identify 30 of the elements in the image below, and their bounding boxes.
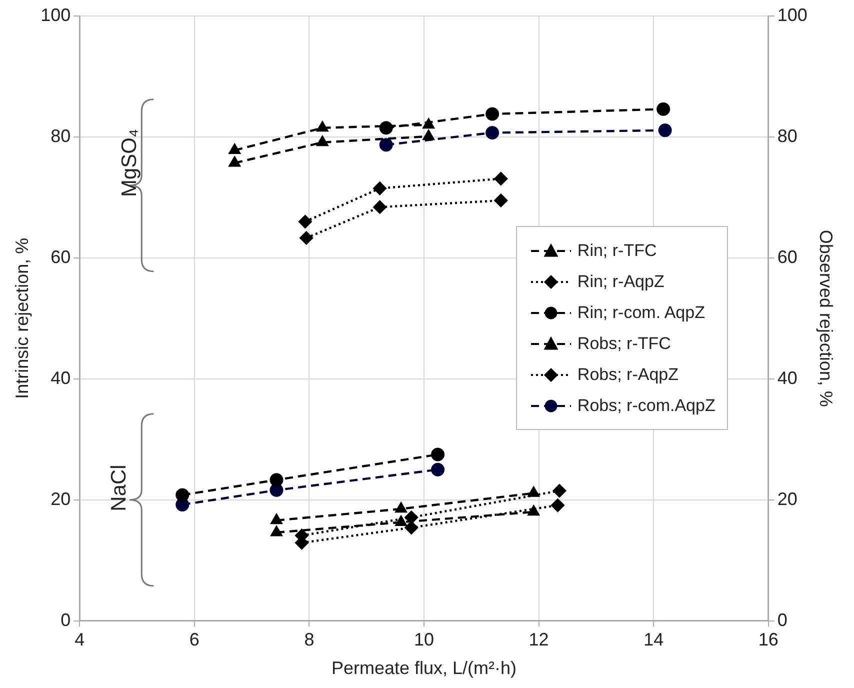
x-tick-label: 6 <box>189 630 200 650</box>
legend-label: Rin; r-TFC <box>577 240 657 261</box>
x-tick-label: 10 <box>414 630 434 650</box>
y-tick-label: 20 <box>50 488 71 509</box>
y-tick-label: 40 <box>50 368 71 388</box>
legend-label: Rin; r-AqpZ <box>577 272 664 292</box>
y-tick-label: 80 <box>50 126 71 146</box>
annotation: MgSO₄ <box>118 129 142 198</box>
y2-tick-label: 20 <box>777 488 798 509</box>
legend-label: Robs; r-AqpZ <box>577 364 679 385</box>
y-tick-label: 100 <box>40 4 71 25</box>
y2-tick-label: 40 <box>777 368 798 388</box>
x-tick-label: 4 <box>74 630 85 650</box>
y-tick-label: 0 <box>60 610 71 630</box>
y2-tick-label: 60 <box>777 246 798 267</box>
y2-tick-label: 80 <box>777 126 798 146</box>
y2-tick-label: 0 <box>777 610 788 630</box>
x-tick-label: 12 <box>528 630 549 650</box>
legend-label: Robs; r-com.AqpZ <box>577 396 716 416</box>
x-axis-title: Permeate flux, L/(m²·h) <box>331 658 517 678</box>
y-axis-title: Intrinsic rejection, % <box>12 238 32 399</box>
legend-label: Rin; r-com. AqpZ <box>577 302 705 323</box>
annotation: NaCl <box>106 465 131 512</box>
y2-tick-label: 100 <box>777 4 808 25</box>
x-tick-label: 16 <box>758 630 778 650</box>
y2-axis-title: Observed rejection, % <box>816 230 836 407</box>
x-tick-label: 14 <box>644 630 664 650</box>
y-tick-label: 60 <box>50 246 71 267</box>
legend-label: Robs; r-TFC <box>577 334 671 354</box>
x-tick-label: 8 <box>304 630 314 650</box>
